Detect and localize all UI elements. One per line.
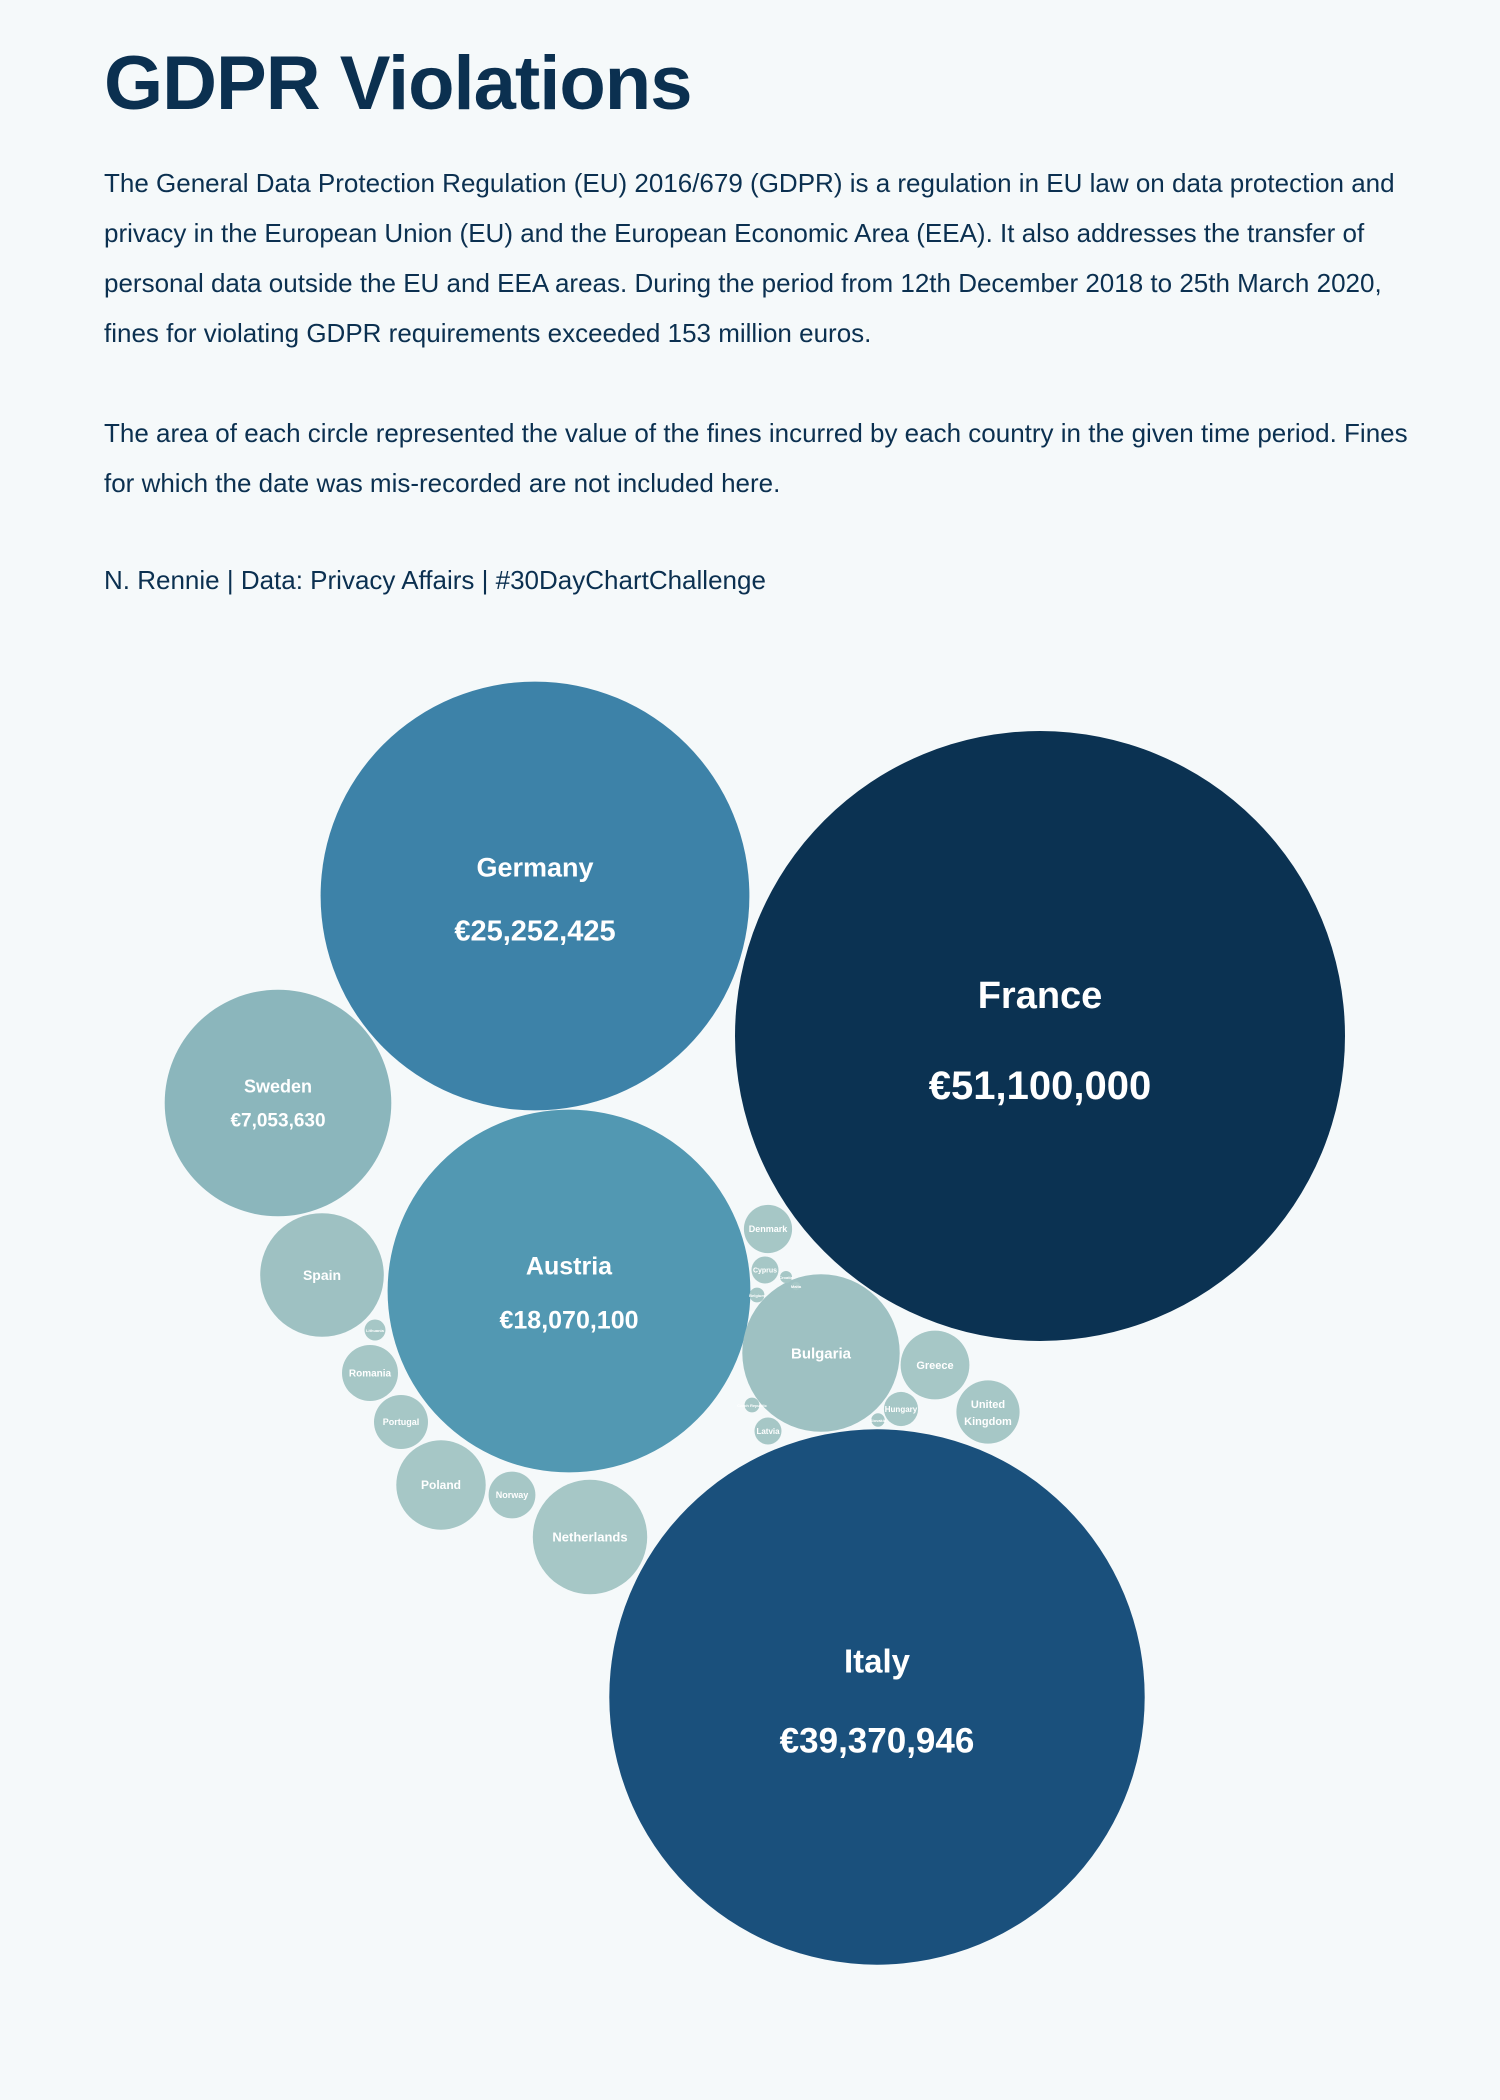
bubble-label-germany: Germany bbox=[476, 852, 593, 882]
bubble-label-latvia: Latvia bbox=[756, 1427, 780, 1436]
bubble-bulgaria bbox=[742, 1274, 900, 1432]
credit-caption: N. Rennie | Data: Privacy Affairs | #30D… bbox=[104, 565, 766, 595]
bubble-italy bbox=[609, 1429, 1145, 1965]
method-note: The area of each circle represented the … bbox=[104, 418, 1408, 498]
bubble-label-netherlands: Netherlands bbox=[552, 1530, 627, 1545]
bubble-cyprus bbox=[751, 1256, 779, 1284]
bubble-label-austria: Austria bbox=[526, 1252, 613, 1280]
bubble-united-kingdom bbox=[956, 1380, 1020, 1444]
bubble-lithuania bbox=[364, 1319, 386, 1341]
bubble-portugal bbox=[374, 1395, 428, 1449]
bubble-label-poland: Poland bbox=[421, 1478, 461, 1492]
bubble-czech-republic bbox=[744, 1397, 760, 1413]
bubble-sweden bbox=[164, 989, 392, 1217]
bubble-label-malta: Malta bbox=[791, 1284, 802, 1289]
bubble-hungary bbox=[883, 1391, 919, 1427]
bubble-belgium bbox=[749, 1287, 765, 1303]
bubble-romania bbox=[342, 1345, 398, 1401]
bubble-label-greece: Greece bbox=[916, 1360, 953, 1372]
bubble-label-hungary: Hungary bbox=[885, 1405, 918, 1414]
bubble-austria bbox=[387, 1109, 751, 1473]
bubble-label-romania: Romania bbox=[349, 1369, 392, 1380]
bubble-label-portugal: Portugal bbox=[383, 1417, 420, 1427]
bubble-value-germany: €25,252,425 bbox=[454, 915, 615, 947]
bubble-label-cyprus: Cyprus bbox=[753, 1267, 777, 1274]
bubble-value-france: €51,100,000 bbox=[929, 1064, 1151, 1108]
bubble-poland bbox=[396, 1440, 486, 1530]
bubble-value-italy: €39,370,946 bbox=[780, 1721, 975, 1760]
bubble-label-spain: Spain bbox=[303, 1267, 341, 1283]
bubble-label-sweden: Sweden bbox=[244, 1077, 312, 1097]
bubble-label-belgium: Belgium bbox=[749, 1293, 765, 1298]
page-title: GDPR Violations bbox=[104, 41, 692, 126]
bubble-norway bbox=[488, 1471, 536, 1519]
bubble-label-italy: Italy bbox=[844, 1642, 911, 1679]
description: The General Data Protection Regulation (… bbox=[104, 168, 1395, 348]
bubble-label-lithuania: Lithuania bbox=[366, 1328, 385, 1333]
bubble-latvia bbox=[754, 1417, 782, 1445]
bubble-label-norway: Norway bbox=[496, 1490, 529, 1500]
bubble-spain bbox=[260, 1213, 384, 1337]
bubble-label-united-kingdom: United bbox=[971, 1399, 1005, 1411]
bubble-label-croatia: Croatia bbox=[779, 1275, 794, 1280]
bubble-value-austria: €18,070,100 bbox=[499, 1307, 638, 1335]
bubble-label-bulgaria: Bulgaria bbox=[791, 1345, 852, 1362]
bubble-label-france: France bbox=[978, 975, 1103, 1017]
bubble-germany bbox=[320, 681, 750, 1111]
bubble-croatia bbox=[780, 1271, 792, 1283]
bubble-value-sweden: €7,053,630 bbox=[230, 1110, 325, 1131]
bubble-label-line2-united-kingdom: Kingdom bbox=[964, 1416, 1012, 1428]
bubble-denmark bbox=[743, 1204, 793, 1254]
bubble-label-slovakia: Slovakia bbox=[870, 1418, 887, 1423]
bubble-label-czech-republic: Czech Republic bbox=[737, 1403, 768, 1408]
bubble-france bbox=[735, 731, 1345, 1341]
bubble-netherlands bbox=[532, 1479, 648, 1595]
bubble-label-denmark: Denmark bbox=[749, 1224, 789, 1234]
bubble-slovakia bbox=[871, 1413, 885, 1427]
bubble-malta bbox=[791, 1281, 801, 1291]
bubble-greece bbox=[900, 1330, 970, 1400]
